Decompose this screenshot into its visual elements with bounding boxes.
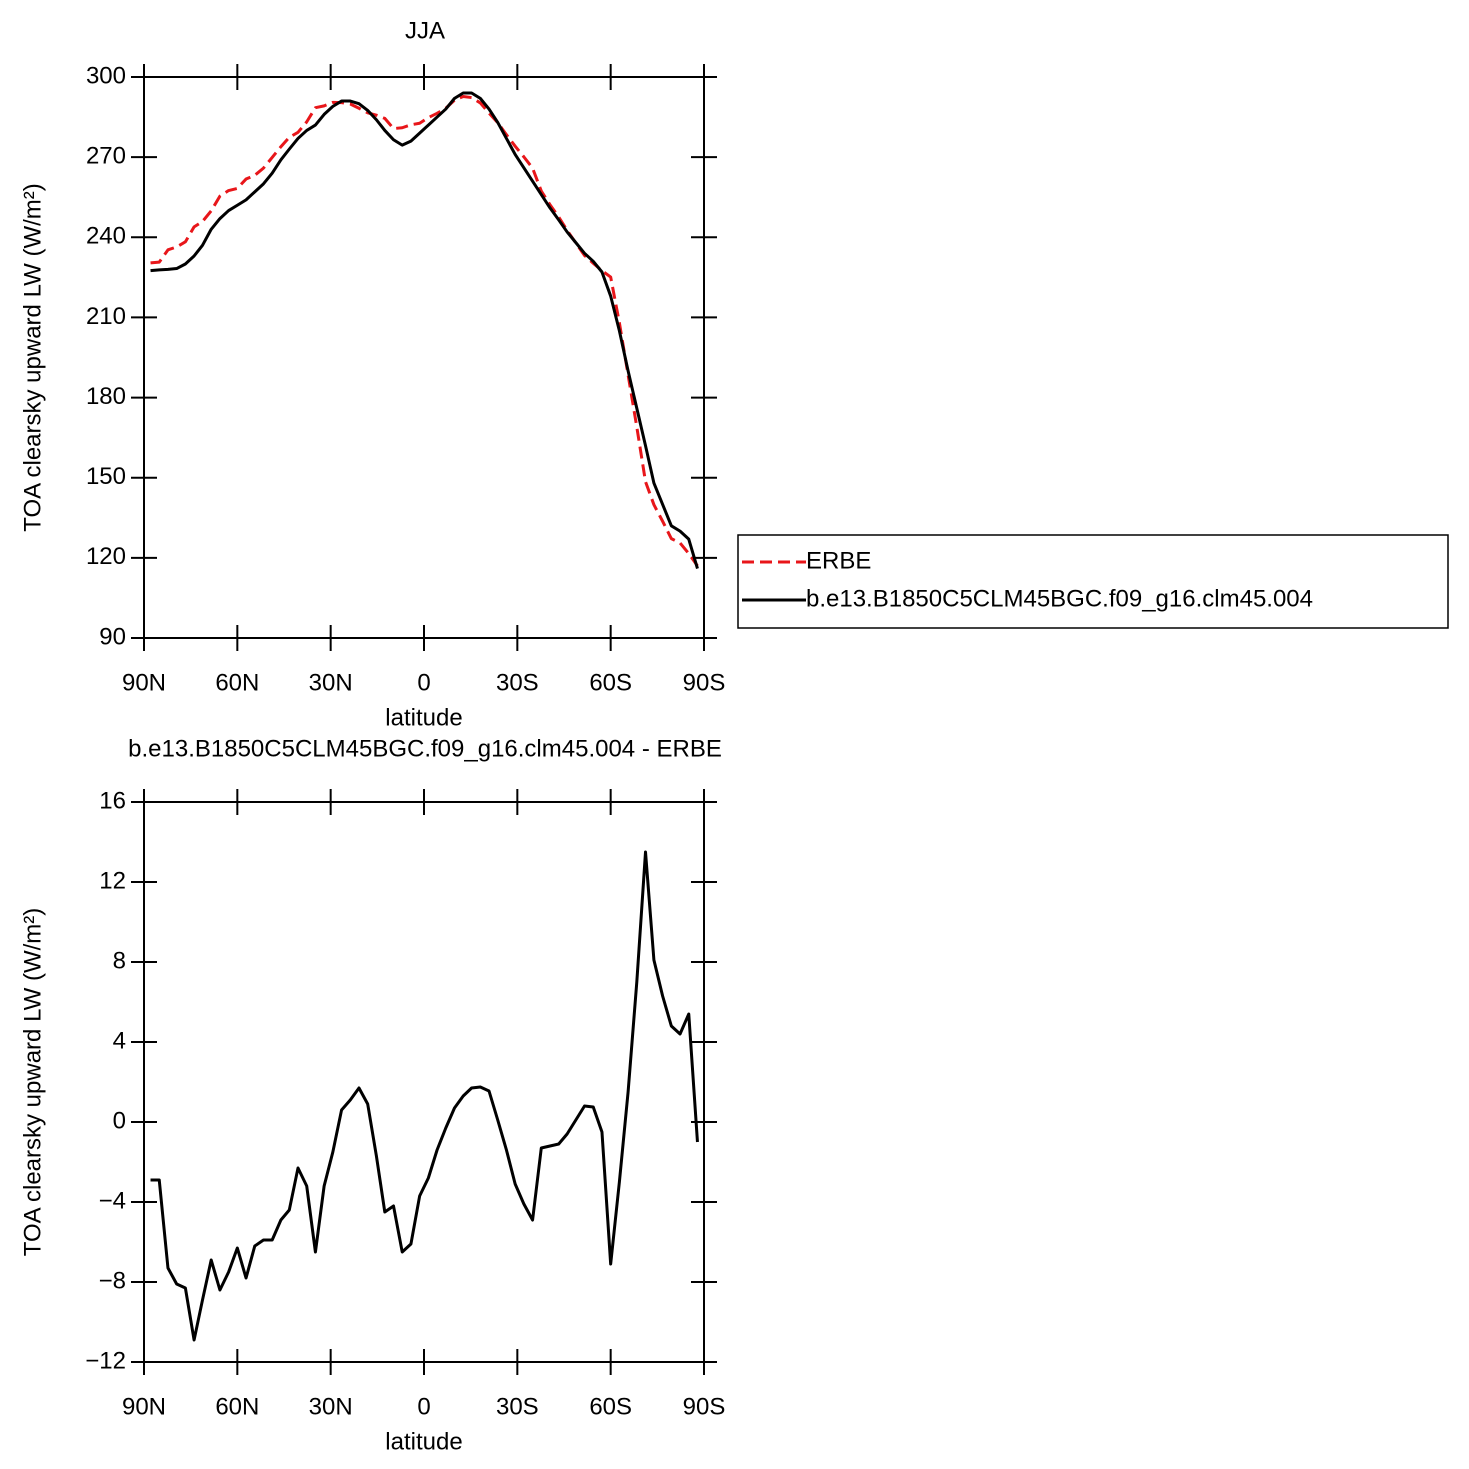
y-tick-label: 150: [86, 463, 126, 490]
x-tick-label: 30N: [309, 669, 353, 696]
x-tick-label: 0: [417, 1393, 430, 1420]
y-tick-label: −8: [99, 1267, 126, 1294]
y-tick-label: 180: [86, 383, 126, 410]
x-tick-label: 60N: [215, 669, 259, 696]
y-axis-label: TOA clearsky upward LW (W/m²): [19, 908, 46, 1257]
data-line: [150, 850, 699, 1342]
chart-title: JJA: [405, 17, 445, 44]
data-line: [150, 95, 699, 567]
x-tick-label: 0: [417, 669, 430, 696]
x-tick-label: 60S: [589, 669, 632, 696]
y-tick-label: 120: [86, 543, 126, 570]
x-tick-label: 90N: [122, 669, 166, 696]
y-tick-label: 8: [113, 947, 126, 974]
y-tick-label: 210: [86, 303, 126, 330]
x-axis-label: latitude: [385, 1428, 462, 1455]
y-tick-label: −4: [99, 1187, 126, 1214]
chart-title: b.e13.B1850C5CLM45BGC.f09_g16.clm45.004 …: [128, 735, 722, 762]
x-tick-label: 90N: [122, 1393, 166, 1420]
y-tick-label: 0: [113, 1107, 126, 1134]
data-line: [150, 91, 699, 569]
x-tick-label: 90S: [683, 669, 726, 696]
x-tick-label: 30N: [309, 1393, 353, 1420]
plot-frame: [143, 801, 705, 1363]
y-tick-label: 90: [99, 623, 126, 650]
y-tick-label: 270: [86, 142, 126, 169]
x-axis-label: latitude: [385, 704, 462, 731]
x-tick-label: 60S: [589, 1393, 632, 1420]
y-tick-label: 300: [86, 62, 126, 89]
y-tick-label: 4: [113, 1027, 126, 1054]
x-tick-label: 30S: [496, 1393, 539, 1420]
legend-box: [737, 534, 1449, 629]
y-tick-label: 12: [99, 867, 126, 894]
y-tick-label: 16: [99, 787, 126, 814]
y-axis-label: TOA clearsky upward LW (W/m²): [19, 183, 46, 532]
y-tick-label: 240: [86, 223, 126, 250]
legend-label: ERBE: [806, 547, 871, 574]
legend-label: b.e13.B1850C5CLM45BGC.f09_g16.clm45.004: [806, 585, 1313, 612]
x-tick-label: 30S: [496, 669, 539, 696]
x-tick-label: 60N: [215, 1393, 259, 1420]
plot-frame: [143, 76, 705, 639]
x-tick-label: 90S: [683, 1393, 726, 1420]
y-tick-label: −12: [85, 1347, 126, 1374]
